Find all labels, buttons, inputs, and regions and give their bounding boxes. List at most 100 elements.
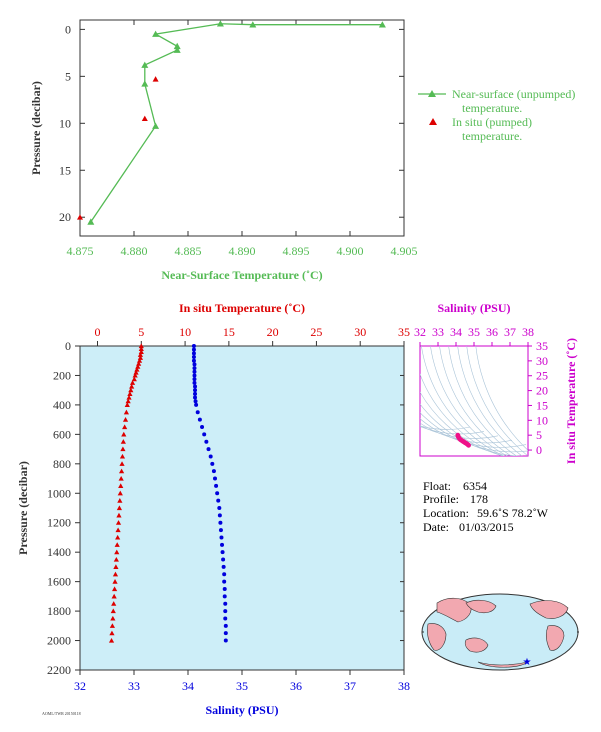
ts-x-ticks: 32 33 34 35 36 37 38	[414, 325, 534, 346]
temperature-axis-tick-label: 35	[398, 325, 410, 339]
temperature-profile-point	[132, 372, 138, 378]
map-landmass-south-america	[545, 625, 565, 651]
temperature-profile-point	[115, 534, 121, 540]
salinity-profile-point	[214, 483, 219, 488]
near-surface-temperature-chart: 4.875 4.880 4.885 4.890 4.895 4.900 4.905 0 5 10…	[29, 19, 575, 282]
temperature-profile-point	[120, 446, 126, 452]
ts-y-tick-label: 5	[536, 428, 542, 442]
ts-y-tick-label: 35	[536, 339, 548, 353]
top-plot-frame	[79, 19, 405, 237]
salinity-profile-point	[220, 542, 225, 547]
salinity-profile-point	[194, 402, 199, 407]
float-value: 6354	[463, 479, 487, 493]
ts-points	[455, 432, 471, 448]
ts-point	[466, 442, 471, 448]
world-map: ★	[421, 593, 579, 671]
salinity-axis-tick-label: 38	[398, 679, 410, 693]
pressure-axis-ticks: 0 200 400 600 800 1000 1200 1400 1600 1800 2000 220…	[47, 339, 404, 677]
density-contour-line	[430, 346, 508, 456]
unpumped-temperature-point	[152, 30, 160, 37]
temperature-profile-point	[129, 383, 135, 389]
salinity-profile-point	[223, 609, 228, 614]
ts-y-tick-label: 30	[536, 354, 548, 368]
temperature-profile-point	[114, 549, 120, 555]
temperature-profile-point	[116, 512, 122, 518]
density-contour-line	[420, 403, 528, 456]
salinity-profile-point	[218, 528, 223, 533]
temperature-profile-point	[110, 608, 116, 614]
temperature-profile-point	[137, 352, 144, 357]
pressure-axis-tick-label: 800	[53, 457, 71, 471]
pressure-axis-tick-label: 1200	[47, 516, 71, 530]
temperature-profile-point	[109, 623, 115, 628]
unpumped-temperature-point	[141, 61, 149, 68]
unpumped-temperature-point	[173, 46, 181, 53]
temperature-profile-point	[117, 490, 123, 496]
ts-x-axis-label: Salinity (PSU)	[437, 301, 510, 315]
salinity-profile-point	[191, 347, 196, 352]
unpumped-temperature-point	[87, 218, 95, 225]
salinity-profile-point	[202, 432, 207, 437]
temperature-profile-point	[118, 468, 125, 474]
temperature-profile-point	[136, 358, 143, 363]
top-series	[77, 20, 386, 225]
top-x-tick-label: 4.890	[229, 244, 256, 258]
temperature-axis-tick-label: 10	[179, 325, 191, 339]
temperature-axis-label: In situ Temperature (˚C)	[179, 301, 305, 315]
density-contour-line	[457, 346, 523, 456]
float-location-marker-icon: ★	[523, 657, 532, 668]
temperature-axis-tick-label: 5	[138, 325, 144, 339]
pressure-axis-tick-label: 1000	[47, 486, 71, 500]
temperature-profile-point	[127, 391, 133, 396]
temperature-axis-tick-label: 15	[223, 325, 235, 339]
legend-pumped-label: In situ (pumped) temperature.	[452, 115, 532, 143]
top-x-axis-label: Near-Surface Temperature (˚C)	[161, 268, 322, 282]
salinity-profile-point	[213, 476, 217, 481]
salinity-profile-point	[211, 469, 216, 474]
density-contour-line	[420, 391, 505, 456]
density-contour-line	[466, 346, 528, 456]
salinity-profile-series	[191, 344, 228, 643]
ts-x-tick-label: 37	[504, 325, 516, 339]
map-landmass-africa	[427, 623, 447, 651]
map-landmass-north	[465, 599, 497, 614]
salinity-profile-point	[191, 358, 196, 363]
unpumped-temperature-point	[173, 42, 181, 50]
pressure-axis-tick-label: 400	[53, 398, 71, 412]
pumped-temperature-point	[152, 76, 159, 82]
ts-x-tick-label: 33	[432, 325, 444, 339]
unpumped-temperature-point	[141, 80, 149, 87]
temperature-profile-point	[126, 394, 132, 400]
top-x-tick-label: 4.900	[337, 244, 364, 258]
map-landmass-antarctica	[477, 661, 529, 668]
top-y-tick-label: 15	[59, 163, 71, 177]
unpumped-temperature-line	[90, 23, 383, 223]
pressure-axis-tick-label: 2000	[47, 634, 71, 648]
temperature-profile-point	[119, 461, 125, 466]
temperature-profile-point	[121, 431, 127, 437]
top-y-tick-label: 20	[59, 210, 71, 224]
top-x-ticks: 4.875 4.880 4.885 4.890 4.895 4.900 4.905	[67, 20, 418, 258]
temperature-profile-point	[136, 361, 142, 366]
salinity-profile-point	[220, 550, 225, 555]
ts-x-tick-label: 35	[468, 325, 480, 339]
salinity-profile-point	[193, 395, 198, 400]
salinity-profile-point	[222, 587, 227, 591]
temperature-profile-point	[128, 387, 134, 393]
profile-chart: 0 5 10 15 20 25 30 35 32 33 34 35 36 37 38 0 200 400 600…	[16, 301, 410, 717]
salinity-profile-point	[195, 410, 200, 415]
top-y-axis-label: Pressure (decibar)	[29, 81, 43, 175]
salinity-profile-point	[192, 373, 197, 378]
pressure-axis-tick-label: 0	[65, 339, 71, 353]
top-y-tick-label: 10	[59, 116, 71, 130]
top-x-tick-label: 4.875	[67, 244, 94, 258]
temperature-profile-point	[115, 520, 122, 525]
salinity-profile-point	[191, 351, 196, 356]
salinity-profile-point	[223, 616, 228, 621]
salinity-profile-point	[191, 355, 196, 360]
temperature-profile-point	[110, 615, 116, 621]
density-contour-line	[420, 425, 471, 430]
temperature-profile-point	[113, 564, 119, 569]
pressure-axis-tick-label: 600	[53, 427, 71, 441]
temperature-profile-point	[114, 542, 120, 547]
